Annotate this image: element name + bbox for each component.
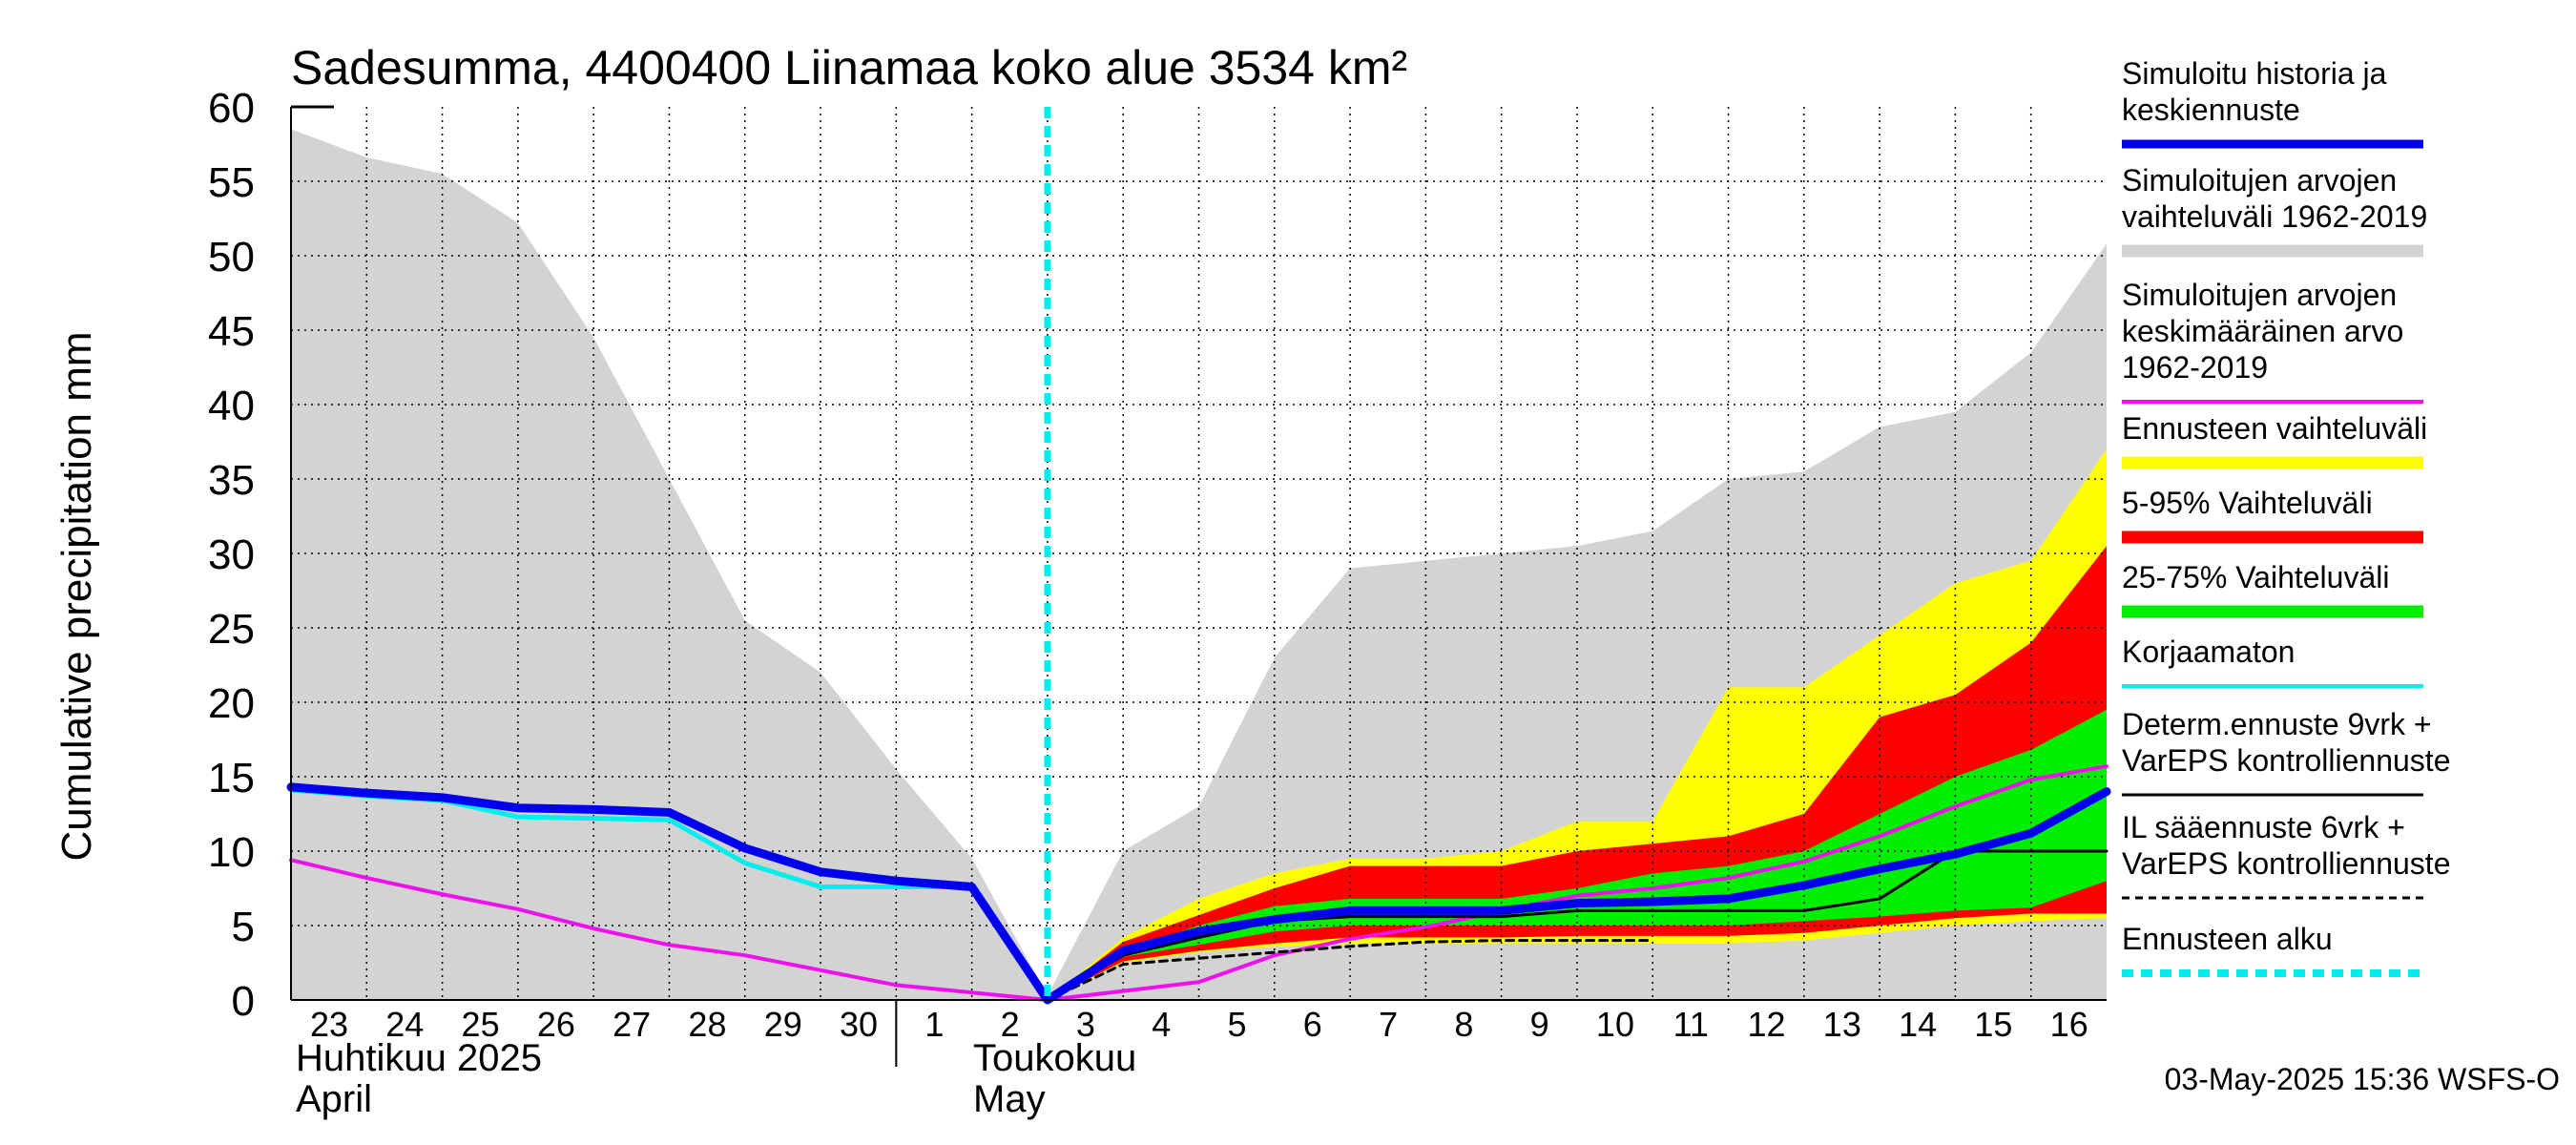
legend-entry: Ennusteen alku: [2122, 922, 2423, 977]
y-tick-label: 25: [208, 606, 255, 653]
il-forecast-line: [1046, 939, 1654, 1002]
x-tick-label: 13: [1823, 1005, 1861, 1044]
legend-label: vaihteluväli 1962-2019: [2122, 199, 2427, 234]
x-tick-label: 10: [1596, 1005, 1634, 1044]
mean-line: [289, 764, 2109, 1002]
y-tick-label: 10: [208, 829, 255, 876]
legend-label: VarEPS kontrolliennuste: [2122, 846, 2450, 881]
legend-entry: IL sääennuste 6vrk + VarEPS kontrollienn…: [2122, 810, 2450, 900]
legend-entry: Korjaamaton: [2122, 635, 2423, 688]
x-tick-label: 7: [1379, 1005, 1398, 1044]
x-tick-label: 14: [1899, 1005, 1937, 1044]
y-tick-label: 50: [208, 234, 255, 281]
legend-label: Simuloitujen arvojen: [2122, 163, 2397, 198]
x-tick-label: 1: [924, 1005, 944, 1044]
x-tick-label: 5: [1227, 1005, 1246, 1044]
determ-forecast-line: [1046, 849, 2109, 1002]
chart-title: Sadesumma, 4400400 Liinamaa koko alue 35…: [291, 41, 1407, 94]
x-tick-label: 24: [385, 1005, 424, 1044]
y-tick-label: 20: [208, 680, 255, 727]
month-label-april-en: April: [296, 1078, 372, 1120]
y-tick-label: 60: [208, 85, 255, 132]
y-tick-label: 40: [208, 383, 255, 429]
x-tick-label: 11: [1673, 1005, 1709, 1044]
legend-label: 5-95% Vaihteluväli: [2122, 486, 2373, 520]
month-label-may-fi: Toukokuu: [973, 1037, 1136, 1079]
y-tick-label: 0: [232, 978, 255, 1025]
legend-label: Ennusteen vaihteluväli: [2122, 411, 2427, 446]
y-tick-label: 45: [208, 308, 255, 355]
x-tick-label: 15: [1974, 1005, 2012, 1044]
y-tick-label: 15: [208, 755, 255, 802]
legend-label: Determ.ennuste 9vrk +: [2122, 707, 2432, 741]
x-tick-label: 2: [1001, 1005, 1020, 1044]
median-line: [286, 782, 2111, 1005]
p25-75-band: [1047, 709, 2107, 1000]
grid-lines: [291, 107, 2107, 1000]
x-tick-label: 6: [1303, 1005, 1322, 1044]
month-label-april-fi: Huhtikuu 2025: [296, 1037, 542, 1079]
legend-label: keskimääräinen arvo: [2122, 314, 2403, 348]
y-tick-label: 55: [208, 159, 255, 206]
legend-label: IL sääennuste 6vrk +: [2122, 810, 2405, 844]
legend: Simuloitu historia jakeskiennusteSimuloi…: [2122, 56, 2450, 977]
legend-label: 25-75% Vaihteluväli: [2122, 560, 2389, 594]
axes: [290, 105, 2107, 1067]
x-tick-label: 28: [688, 1005, 726, 1044]
y-tick-label: 5: [232, 904, 255, 950]
legend-entry: Determ.ennuste 9vrk +VarEPS kontrollienn…: [2122, 707, 2450, 797]
y-tick-label: 35: [208, 457, 255, 504]
legend-label: Ennusteen alku: [2122, 922, 2333, 956]
x-tick-label: 27: [613, 1005, 651, 1044]
month-label-may-en: May: [973, 1078, 1046, 1120]
legend-label: Simuloitu historia ja: [2122, 56, 2387, 91]
x-tick-label: 3: [1076, 1005, 1095, 1044]
legend-label: Simuloitujen arvojen: [2122, 278, 2397, 312]
legend-label: keskiennuste: [2122, 93, 2300, 127]
legend-entry: 5-95% Vaihteluväli: [2122, 486, 2423, 544]
y-axis-ticks: 0 5 10 15 20 25 30 35 40 45 50 55 60: [208, 85, 255, 1025]
y-axis-label: Cumulative precipitation mm: [53, 331, 100, 861]
x-tick-label: 16: [2050, 1005, 2088, 1044]
legend-label: Korjaamaton: [2122, 635, 2295, 669]
x-tick-label: 26: [537, 1005, 575, 1044]
x-tick-label: 25: [462, 1005, 500, 1044]
x-tick-label: 23: [310, 1005, 348, 1044]
legend-label: 1962-2019: [2122, 350, 2268, 385]
x-axis-ticks: 23 24 25 26 27 28 29 30 1 2 3 4 5 6 7 8 9 10 11 12 13 14 15 16: [310, 1005, 2088, 1044]
x-tick-label: 29: [764, 1005, 802, 1044]
x-tick-label: 4: [1152, 1005, 1171, 1044]
legend-entry: 25-75% Vaihteluväli: [2122, 560, 2423, 618]
legend-label: VarEPS kontrolliennuste: [2122, 743, 2450, 778]
timestamp: 03-May-2025 15:36 WSFS-O: [2165, 1062, 2560, 1096]
x-tick-label: 30: [840, 1005, 878, 1044]
x-tick-label: 9: [1530, 1005, 1549, 1044]
series-lines: [286, 107, 2111, 1005]
y-tick-label: 30: [208, 531, 255, 578]
legend-entry: Ennusteen vaihteluväli: [2122, 411, 2427, 469]
x-tick-label: 12: [1748, 1005, 1786, 1044]
x-tick-label: 8: [1454, 1005, 1473, 1044]
